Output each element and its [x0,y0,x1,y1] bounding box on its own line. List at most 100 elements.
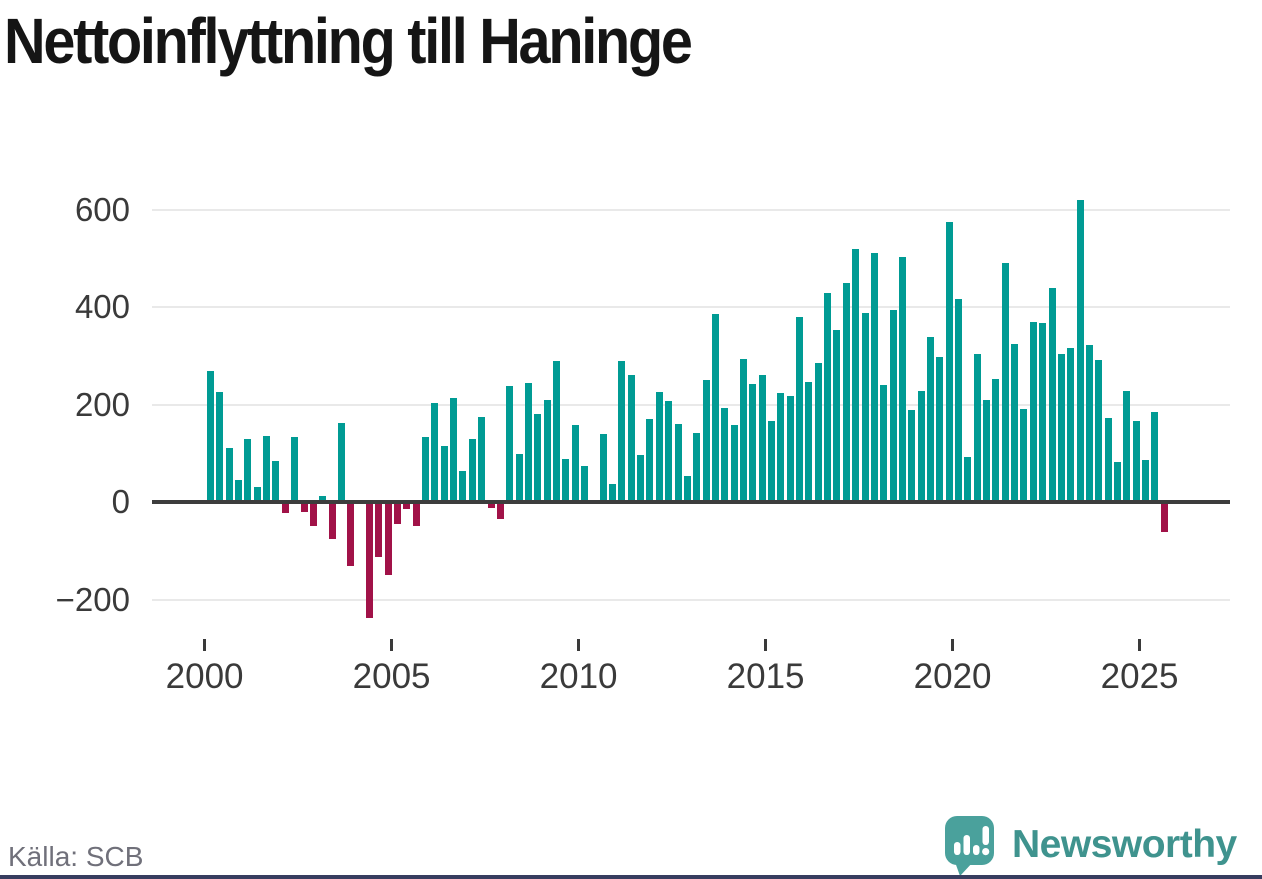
bar [1057,353,1065,502]
bar [235,479,243,502]
bar [263,435,271,502]
bar [496,502,504,519]
x-axis-label: 2010 [539,657,618,696]
bar [365,502,373,618]
bar [459,471,467,502]
bar [1076,199,1084,502]
bar [431,403,439,502]
bar [730,425,738,502]
bar [749,383,757,502]
bar [225,448,233,502]
bar [1048,287,1056,502]
bar [973,353,981,502]
bar [702,380,710,502]
y-axis-label: 400 [74,288,130,325]
bar [1020,408,1028,502]
bar [216,391,224,502]
bar [711,313,719,502]
bar [468,438,476,502]
bar [1160,502,1168,533]
bar [300,502,308,512]
x-axis-tick [390,639,394,651]
bar [1085,344,1093,502]
bar [1123,391,1131,502]
bar [272,460,280,502]
bar [581,466,588,502]
bar [889,309,897,502]
bar [599,433,607,502]
bar [1151,412,1159,502]
bar [964,456,972,502]
bar [1029,322,1037,502]
bar [319,496,327,502]
newsworthy-speech-bubble-bar-chart-icon [945,816,994,876]
bar [347,502,355,566]
x-axis-label: 2015 [726,657,805,696]
bar [543,400,551,502]
bar [609,483,617,502]
bar [1142,460,1149,502]
bar [786,396,794,502]
bar [926,337,934,502]
bar [693,432,701,502]
x-axis-tick [203,639,207,651]
bar [1113,462,1121,502]
bar [936,357,944,502]
bar [478,416,486,502]
bar [1095,360,1103,502]
bar [805,382,813,502]
bar [337,422,345,502]
gridline [152,306,1230,308]
x-axis-tick [951,639,955,651]
y-axis-label: 200 [74,385,130,423]
source-label: Källa: SCB [8,841,144,872]
bar [992,379,1000,502]
bar [861,312,869,502]
zero-line [152,500,1230,504]
bar [674,423,682,502]
bar [440,446,448,502]
gridline [152,403,1230,406]
x-axis-tick [577,639,581,651]
bar [721,407,729,502]
bar [534,414,542,502]
bar [394,502,401,524]
bar [880,385,888,502]
newsworthy-logo: Newsworthy [944,815,1237,877]
bottom-brand-strip [0,875,1262,879]
bar [450,398,458,502]
bar [1011,343,1019,502]
bar [833,329,841,502]
bar [384,502,392,575]
bar [739,358,747,502]
bar [898,257,906,502]
bar [777,393,785,502]
bar [646,418,654,502]
bar [683,476,691,502]
bar [665,400,673,502]
bar [814,362,822,502]
bar [637,455,645,502]
bar [908,409,916,502]
bar [627,374,635,502]
bar [375,502,383,557]
bar [562,459,570,502]
logo-text: Newsworthy [1012,823,1237,866]
bar [309,502,317,526]
bar [244,438,252,502]
y-axis-label: 600 [74,190,130,228]
bar [655,392,663,502]
bar [618,361,626,502]
bar [281,502,289,513]
bar [552,361,560,502]
bar [945,221,953,502]
bar [412,502,420,526]
bar [983,399,991,502]
y-axis-label: 0 [111,483,130,520]
gridline [152,598,1230,601]
bar [515,453,523,502]
bar [487,502,495,509]
bar [1067,347,1075,502]
bar [796,317,804,502]
